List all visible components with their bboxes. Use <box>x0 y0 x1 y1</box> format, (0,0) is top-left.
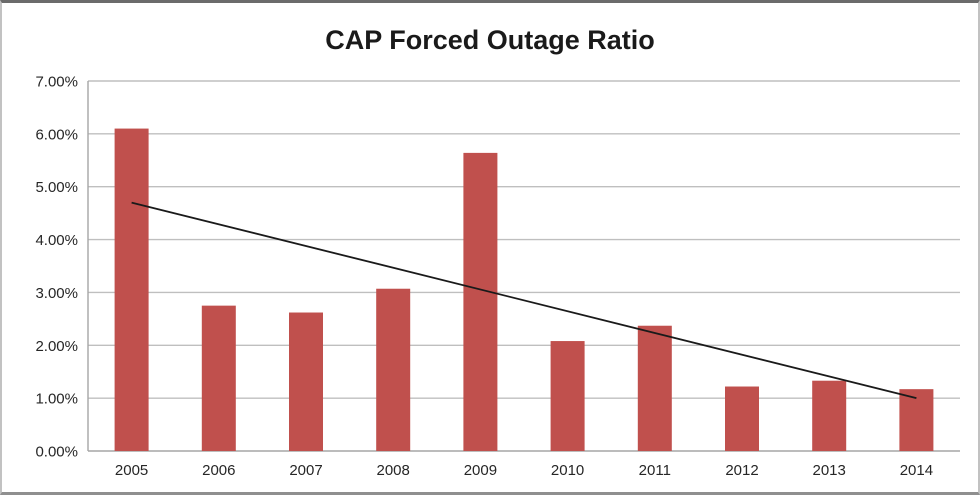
x-axis-tick-label: 2008 <box>377 462 410 479</box>
x-axis-tick-label: 2006 <box>202 462 235 479</box>
y-axis-tick-label: 1.00% <box>35 391 78 408</box>
bar-2006 <box>201 305 236 451</box>
x-axis-tick-label: 2012 <box>725 462 758 479</box>
x-axis-tick-label: 2014 <box>900 462 933 479</box>
y-axis-tick-label: 2.00% <box>35 338 78 355</box>
bar-2007 <box>289 312 323 451</box>
bar-2005 <box>114 128 149 452</box>
bar-2008 <box>376 288 411 451</box>
y-axis-tick-label: 4.00% <box>35 232 78 249</box>
x-axis-tick-label: 2010 <box>551 462 584 479</box>
bar-2009 <box>463 152 498 451</box>
bar-2010 <box>550 341 585 451</box>
trendline <box>131 201 917 400</box>
x-axis-tick-label: 2005 <box>115 462 148 479</box>
y-axis-tick-label: 5.00% <box>35 179 78 196</box>
bar-2012 <box>725 386 759 451</box>
y-axis-tick-label: 7.00% <box>35 74 78 91</box>
y-axis-tick-label: 6.00% <box>35 126 78 143</box>
bar-2011 <box>637 325 672 451</box>
x-axis-tick-label: 2009 <box>464 462 497 479</box>
x-axis-tick-label: 2013 <box>813 462 846 479</box>
bar-2014 <box>899 389 934 451</box>
x-axis-tick-label: 2007 <box>289 462 322 479</box>
bar-2013 <box>812 380 847 451</box>
y-axis-tick-label: 3.00% <box>35 285 78 302</box>
bar-chart-plot: 0.00% 1.00% 2.00% 3.00% 4.00% 5.00% 6.00% 7.00%… <box>35 74 960 479</box>
chart-title: CAP Forced Outage Ratio <box>325 25 655 55</box>
y-axis-tick-label: 0.00% <box>35 444 78 461</box>
x-axis-tick-label: 2011 <box>639 462 671 479</box>
